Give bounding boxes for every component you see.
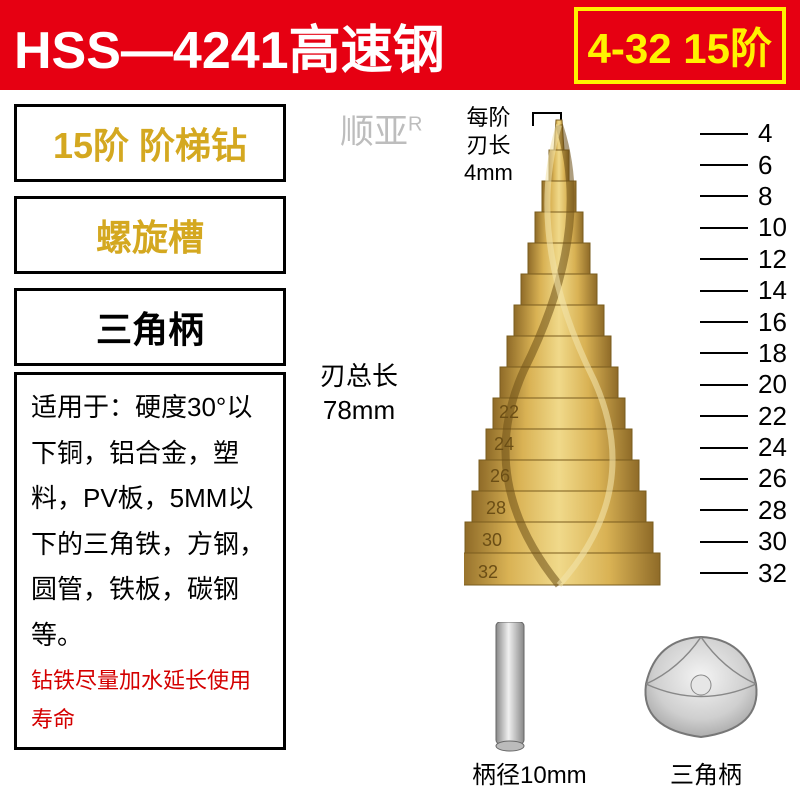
- size-marker: 6: [700, 149, 787, 180]
- size-marker: 14: [700, 275, 787, 306]
- size-marker: 10: [700, 212, 787, 243]
- content-area: 15阶 阶梯钻 螺旋槽 三角柄 适用于：硬度30°以下铜，铝合金，塑料，PV板，…: [0, 90, 800, 800]
- shank-side-view: [490, 622, 530, 752]
- size-marker: 26: [700, 463, 787, 494]
- svg-text:28: 28: [486, 498, 506, 518]
- tri-shank-label: 三角柄: [670, 755, 742, 790]
- size-marker: 22: [700, 401, 787, 432]
- blade-total-label: 刃总长 78mm: [320, 360, 398, 428]
- flute-box: 螺旋槽: [14, 196, 286, 274]
- size-marker: 18: [700, 338, 787, 369]
- svg-text:30: 30: [482, 530, 502, 550]
- size-marker: 4: [700, 118, 787, 149]
- svg-text:24: 24: [494, 434, 514, 454]
- shank-diameter-label: 柄径10mm: [472, 755, 587, 790]
- size-marker: 16: [700, 306, 787, 337]
- size-marker: 8: [700, 181, 787, 212]
- size-marker: 30: [700, 526, 787, 557]
- size-marker: 28: [700, 495, 787, 526]
- range-badge: 4-32 15阶: [574, 7, 786, 84]
- spec-text: 适用于：硬度30°以下铜，铝合金，塑料，PV板，5MM以下的三角铁，方钢，圆管，…: [31, 385, 269, 658]
- size-marker: 32: [700, 557, 787, 588]
- spec-box: 适用于：硬度30°以下铜，铝合金，塑料，PV板，5MM以下的三角铁，方钢，圆管，…: [14, 372, 286, 750]
- steps-box: 15阶 阶梯钻: [14, 104, 286, 182]
- size-marker: 12: [700, 244, 787, 275]
- size-marker: 20: [700, 369, 787, 400]
- brand-watermark: 顺亚R: [340, 104, 422, 153]
- svg-text:32: 32: [478, 562, 498, 582]
- size-markers: 468101214161820222426283032: [700, 118, 787, 589]
- right-column: 顺亚R 每阶 刃长 4mm 刃总长 78mm: [300, 90, 800, 800]
- left-column: 15阶 阶梯钻 螺旋槽 三角柄 适用于：硬度30°以下铜，铝合金，塑料，PV板，…: [0, 90, 300, 800]
- header-banner: HSS—4241高速钢 4-32 15阶: [0, 0, 800, 90]
- spec-warning: 钻铁尽量加水延长使用寿命: [31, 662, 269, 739]
- svg-text:22: 22: [499, 402, 519, 422]
- svg-text:26: 26: [490, 466, 510, 486]
- shank-box: 三角柄: [14, 288, 286, 366]
- size-marker: 24: [700, 432, 787, 463]
- material-title: HSS—4241高速钢: [14, 8, 445, 83]
- tri-shank-top-view: [634, 629, 769, 744]
